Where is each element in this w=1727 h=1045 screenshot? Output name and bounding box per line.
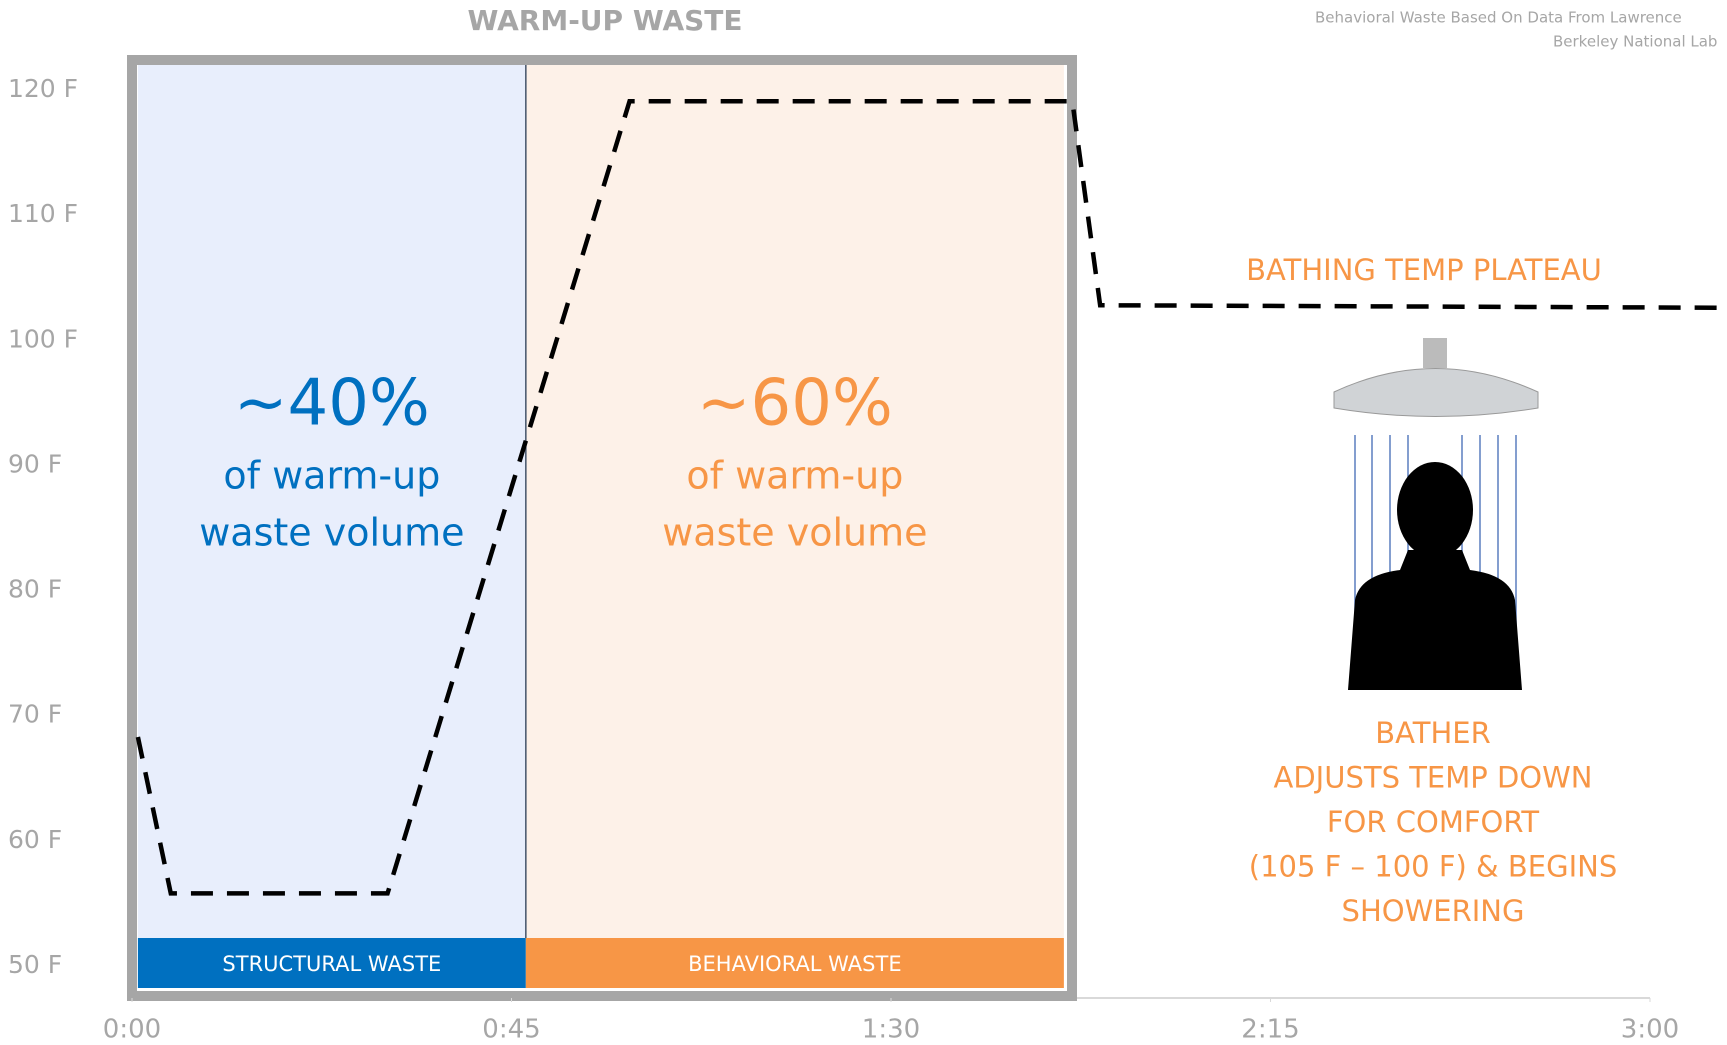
y-tick-label: 70 F (8, 700, 62, 729)
region-label: BEHAVIORAL WASTE (688, 952, 901, 976)
x-tick-label: 0:00 (103, 1015, 161, 1045)
x-tick-label: 1:30 (862, 1015, 920, 1045)
y-tick-label: 80 F (8, 575, 62, 604)
y-tick-label: 100 F (8, 324, 78, 353)
bather-line: BATHER (1375, 716, 1490, 750)
y-tick-label: 120 F (8, 74, 78, 103)
bather-line: ADJUSTS TEMP DOWN (1274, 761, 1593, 795)
bather-line: FOR COMFORT (1327, 805, 1540, 839)
y-tick-label: 90 F (8, 449, 62, 478)
y-tick-label: 60 F (8, 825, 62, 854)
regions: STRUCTURAL WASTE ~40% of warm-up waste volu… (137, 64, 1064, 988)
region-text: waste volume (199, 511, 464, 555)
bather-line: (105 F – 100 F) & BEGINS (1249, 850, 1617, 884)
x-tick-label: 2:15 (1241, 1015, 1299, 1045)
bather-note: BATHER ADJUSTS TEMP DOWN FOR COMFORT (105 F… (1249, 716, 1617, 928)
plateau-label: BATHING TEMP PLATEAU (1246, 253, 1602, 287)
x-tick-label: 0:45 (482, 1015, 540, 1045)
region (137, 64, 526, 938)
region-text: of warm-up (686, 454, 903, 498)
y-tick-label: 50 F (8, 950, 62, 979)
bather-line: SHOWERING (1342, 894, 1525, 928)
source-note: Berkeley National Lab (1553, 33, 1717, 51)
region (525, 64, 1064, 938)
chart-title: WARM-UP WASTE (467, 4, 742, 37)
temperature-line (135, 99, 1726, 896)
x-tick-label: 3:00 (1621, 1015, 1679, 1045)
source-note: Behavioral Waste Based On Data From Lawr… (1315, 9, 1682, 27)
region-label: STRUCTURAL WASTE (222, 952, 441, 976)
region-text: waste volume (662, 511, 927, 555)
region-bar (137, 938, 526, 988)
frame (127, 55, 1077, 1001)
region-bar (525, 938, 1064, 988)
shower-icon (1333, 338, 1539, 690)
region-share: ~60% (697, 367, 893, 441)
region-share: ~40% (234, 367, 430, 441)
region-text: of warm-up (223, 454, 440, 498)
y-tick-label: 110 F (8, 199, 78, 228)
